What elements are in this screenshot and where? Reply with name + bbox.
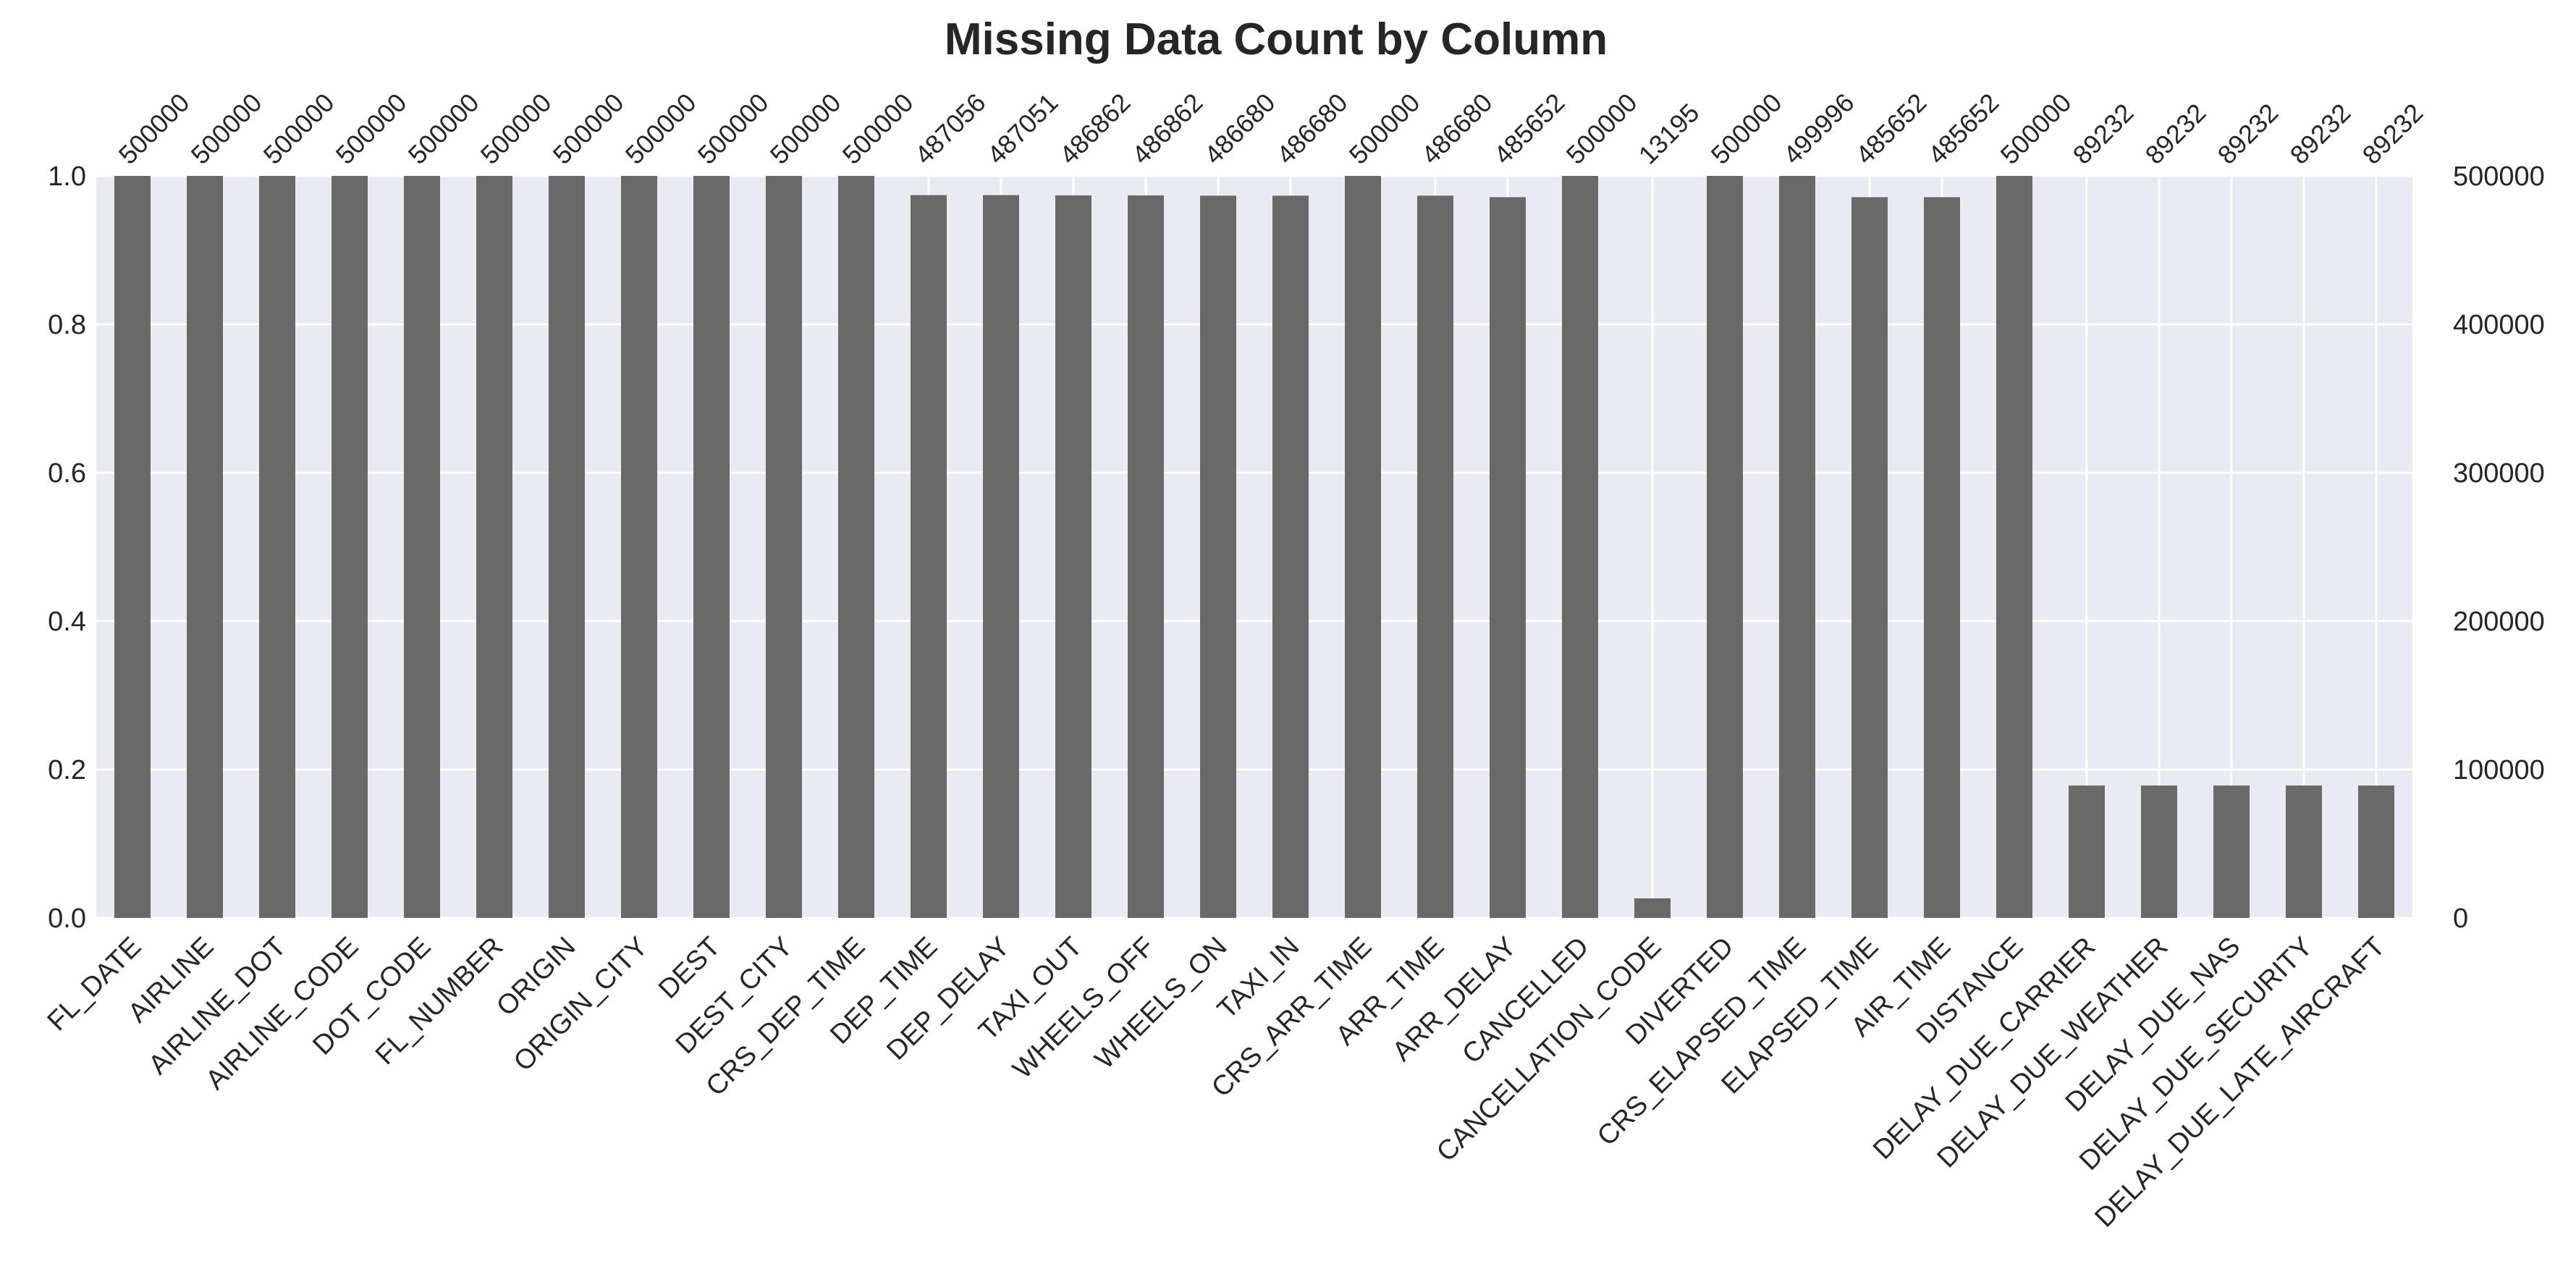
bar-cancellation-code [1634,898,1671,918]
bar-crs-arr-time [1345,176,1381,918]
bar-distance [1996,176,2032,918]
bar-count-label: 500000 [1705,88,1788,170]
bar-airline [187,176,223,918]
bar-count-label: 500000 [475,88,557,170]
bar-count-label: 485652 [1850,88,1933,170]
bar-elapsed-time [1851,197,1888,918]
bar-diverted [1707,176,1743,918]
bar-crs-elapsed-time [1779,176,1815,919]
bar-count-label: 486680 [1199,88,1281,170]
bar-arr-delay [1490,197,1526,918]
right-tick-label: 500000 [2453,161,2545,192]
bar-delay-due-nas [2213,785,2250,918]
bar-dep-time [911,195,947,919]
bar-airline-dot [259,176,295,918]
right-tick-label: 200000 [2453,607,2545,637]
plot-background [96,176,2412,918]
bar-count-label: 13195 [1633,98,1705,170]
bar-count-label: 500000 [1995,88,2077,170]
category-label: CANCELLED [1456,932,1595,1070]
category-labels: FL_DATEAIRLINEAIRLINE_DOTAIRLINE_CODEDOT… [42,932,2391,1234]
bar-delay-due-security [2286,785,2322,918]
bar-taxi-out [1055,195,1091,919]
left-tick-label: 0.6 [48,458,86,489]
bar-wheels-off [1128,195,1164,919]
bar-fl-number [476,176,512,918]
bar-dest-city [766,176,802,918]
left-tick-label: 0.8 [48,310,86,340]
right-tick-label: 400000 [2453,310,2545,340]
bar-crs-dep-time [838,176,874,918]
bar-airline-code [331,176,368,918]
bar-count-label: 500000 [692,88,774,170]
bar-count-label: 500000 [1561,88,1643,170]
left-tick-label: 0.4 [48,607,86,637]
bar-count-label: 500000 [547,88,630,170]
right-tick-label: 300000 [2453,458,2545,489]
left-tick-label: 0.0 [48,903,86,934]
bars [114,176,2394,919]
bar-count-label: 500000 [1343,88,1426,170]
right-tick-label: 0 [2453,903,2468,934]
bar-origin [549,176,585,918]
bar-count-label: 486680 [1416,88,1498,170]
bar-count-label: 485652 [1922,88,2005,170]
bar-count-label: 485652 [1488,88,1571,170]
bar-delay-due-weather [2141,785,2177,918]
bar-count-label: 500000 [258,88,340,170]
category-label: ARR_DELAY [1387,932,1523,1068]
bar-air-time [1924,197,1960,918]
bar-count-label: 89232 [2212,98,2284,170]
bar-dest [693,176,730,918]
left-axis-tick-labels: 0.0 0.2 0.4 0.6 0.8 1.0 [48,161,86,934]
bar-taxi-in [1272,195,1309,918]
left-tick-label: 0.2 [48,755,86,785]
bar-count-label: 89232 [2284,98,2357,170]
bar-count-label: 500000 [402,88,485,170]
category-label: FL_NUMBER [370,932,509,1071]
category-label: FL_DATE [42,932,148,1037]
bar-count-label: 89232 [2357,98,2429,170]
bar-cancelled [1562,176,1598,918]
bar-count-label: 500000 [185,88,268,170]
bar-count-label: 486862 [1126,88,1209,170]
bar-arr-time [1417,195,1453,918]
bar-count-label: 500000 [113,88,195,170]
bar-count-label: 89232 [2067,98,2140,170]
right-axis-tick-labels: 0 100000 200000 300000 400000 500000 [2453,161,2545,934]
right-tick-label: 100000 [2453,755,2545,785]
bar-count-label: 89232 [2140,98,2212,170]
bar-delay-due-carrier [2069,785,2105,918]
bar-count-label: 499996 [1778,88,1860,170]
chart-title: Missing Data Count by Column [945,14,1608,64]
bar-count-label: 500000 [837,88,919,170]
bar-delay-due-late-aircraft [2358,785,2394,918]
bar-origin-city [621,176,657,918]
bar-count-label: 487051 [981,88,1064,170]
bar-count-label: 500000 [330,88,413,170]
bar-count-label: 486862 [1054,88,1136,170]
bar-count-label: 500000 [620,88,702,170]
bar-dot-code [404,176,440,918]
bar-count-label: 486680 [1271,88,1354,170]
bar-wheels-on [1200,195,1236,918]
bar-fl-date [114,176,151,918]
bar-count-label: 500000 [764,88,847,170]
bar-dep-delay [983,195,1019,919]
bar-count-label: 487056 [909,88,992,170]
left-tick-label: 1.0 [48,161,86,192]
bar-count-labels: 5000005000005000005000005000005000005000… [113,88,2429,170]
